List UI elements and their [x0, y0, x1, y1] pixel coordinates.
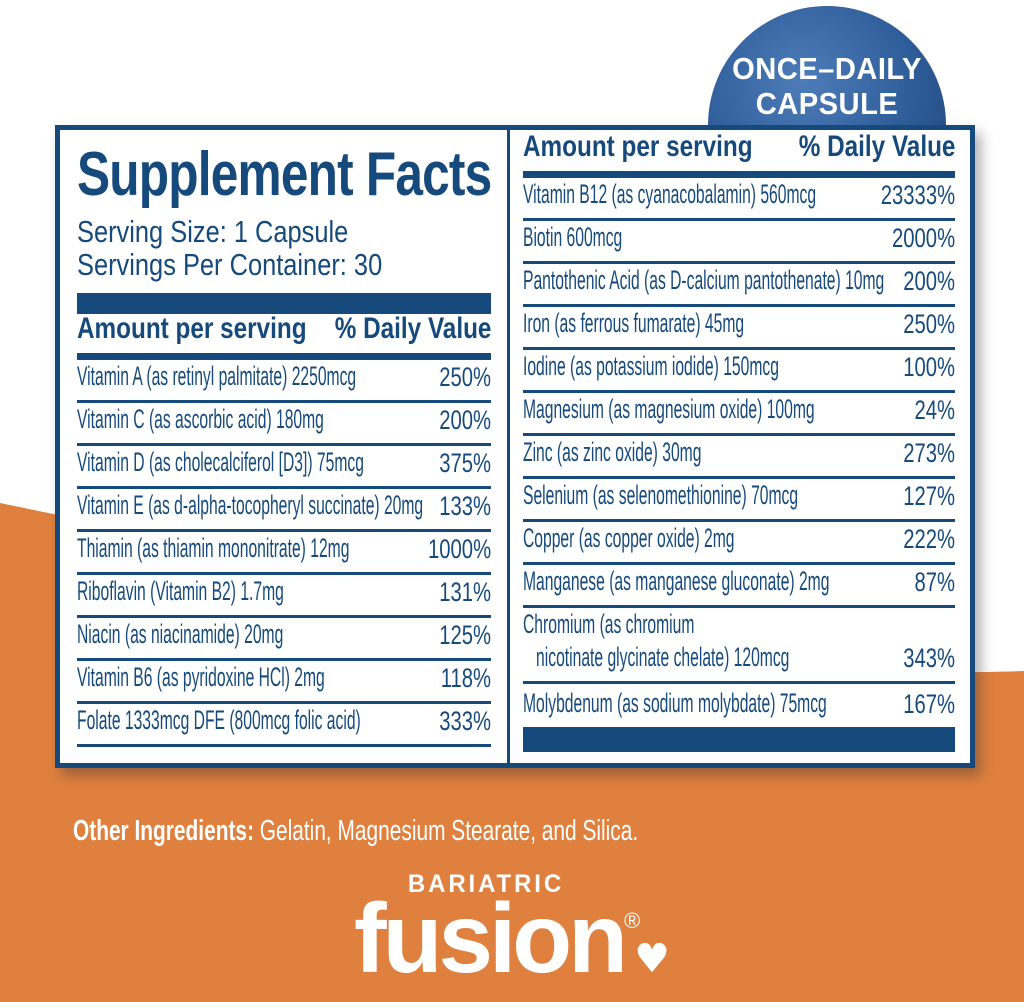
- nutrient-dv: 24%: [914, 395, 955, 425]
- nutrient-label: Niacin (as niacinamide) 20mg: [77, 618, 284, 649]
- nutrient-row: Thiamin (as thiamin mononitrate) 12mg 10…: [77, 532, 491, 575]
- nutrient-row: Chromium (as chromium nicotinate glycina…: [523, 608, 955, 684]
- logo-brand-main: fusion®♥: [353, 883, 671, 993]
- nutrient-row: Vitamin D (as cholecalciferol [D3]) 75mc…: [77, 446, 491, 489]
- header-amount: Amount per serving: [77, 311, 307, 345]
- nutrient-label: Zinc (as zinc oxide) 30mg: [523, 437, 702, 468]
- nutrient-dv: 1000%: [427, 533, 491, 564]
- other-ingredients-text: Gelatin, Magnesium Stearate, and Silica.: [254, 815, 639, 847]
- nutrient-label: Manganese (as manganese gluconate) 2mg: [523, 566, 830, 597]
- nutrient-label: Magnesium (as magnesium oxide) 100mg: [523, 394, 815, 425]
- nutrient-row: Iron (as ferrous fumarate) 45mg 250%: [523, 307, 955, 350]
- nutrient-dv: 133%: [439, 490, 491, 521]
- supplement-facts-panel: Supplement Facts Serving Size: 1 Capsule…: [55, 125, 975, 768]
- nutrient-label: Vitamin A (as retinyl palmitate) 2250mcg: [77, 360, 357, 391]
- nutrient-dv: 273%: [903, 438, 955, 468]
- facts-right-column: Amount per serving % Daily Value Vitamin…: [510, 130, 970, 763]
- nutrient-row: Vitamin E (as d-alpha-tocopheryl succina…: [77, 489, 491, 532]
- badge-line-2: CAPSULE: [755, 85, 899, 121]
- heart-icon: ♥: [634, 936, 671, 982]
- header-amount: Amount per serving: [523, 130, 753, 163]
- nutrient-label: Vitamin B12 (as cyanacobalamin) 560mcg: [523, 179, 817, 210]
- nutrient-row: Niacin (as niacinamide) 20mg 125%: [77, 618, 491, 661]
- supplement-facts-title: Supplement Facts: [77, 140, 492, 209]
- nutrient-row: Biotin 600mcg 2000%: [523, 221, 955, 264]
- nutrient-row: Vitamin B12 (as cyanacobalamin) 560mcg 2…: [523, 178, 955, 221]
- nutrient-label: Folate 1333mcg DFE (800mcg folic acid): [77, 704, 361, 735]
- nutrient-label: Selenium (as selenomethionine) 70mcg: [523, 480, 799, 511]
- nutrient-row: Selenium (as selenomethionine) 70mcg 127…: [523, 479, 955, 522]
- nutrient-label: Iron (as ferrous fumarate) 45mg: [523, 308, 745, 339]
- nutrient-dv: 127%: [903, 481, 955, 511]
- nutrient-label: Pantothenic Acid (as D-calcium pantothen…: [523, 265, 885, 296]
- nutrient-row: Manganese (as manganese gluconate) 2mg 8…: [523, 565, 955, 608]
- nutrient-dv: 333%: [439, 705, 491, 736]
- nutrient-dv: 343%: [903, 643, 955, 673]
- nutrient-dv: 250%: [439, 361, 491, 392]
- nutrient-dv: 200%: [439, 404, 491, 435]
- other-ingredients: Other Ingredients: Gelatin, Magnesium St…: [57, 782, 858, 848]
- nutrient-dv: 131%: [439, 576, 491, 607]
- nutrient-dv: 167%: [903, 689, 955, 719]
- nutrient-dv: 125%: [439, 619, 491, 650]
- nutrient-label: Thiamin (as thiamin mononitrate) 12mg: [77, 532, 350, 563]
- nutrient-dv: 375%: [439, 447, 491, 478]
- other-ingredients-label: Other Ingredients:: [73, 815, 255, 847]
- nutrient-dv: 250%: [903, 309, 955, 339]
- divider-bar: [523, 727, 955, 752]
- nutrient-label: Vitamin B6 (as pyridoxine HCl) 2mg: [77, 661, 325, 692]
- nutrient-row: Vitamin B6 (as pyridoxine HCl) 2mg 118%: [77, 661, 491, 704]
- nutrient-label: Vitamin D (as cholecalciferol [D3]) 75mc…: [77, 446, 364, 477]
- divider-bar: [77, 292, 491, 314]
- nutrient-row: Vitamin A (as retinyl palmitate) 2250mcg…: [77, 360, 491, 403]
- badge-line-1: ONCE–DAILY: [732, 51, 922, 86]
- nutrient-dv: 222%: [903, 524, 955, 554]
- nutrient-label: Vitamin E (as d-alpha-tocopheryl succina…: [77, 489, 424, 520]
- header-daily-value: % Daily Value: [334, 311, 491, 345]
- nutrient-label: Iodine (as potassium iodide) 150mcg: [523, 351, 779, 382]
- nutrient-label: Biotin 600mcg: [523, 222, 623, 253]
- nutrient-row: Vitamin C (as ascorbic acid) 180mg 200%: [77, 403, 491, 446]
- nutrient-dv: 100%: [903, 352, 955, 382]
- nutrient-dv: 87%: [914, 567, 955, 597]
- once-daily-badge-text: ONCE–DAILY CAPSULE: [715, 51, 939, 121]
- nutrient-row: Pantothenic Acid (as D-calcium pantothen…: [523, 264, 955, 307]
- nutrient-row: Zinc (as zinc oxide) 30mg 273%: [523, 436, 955, 479]
- nutrient-label: Vitamin C (as ascorbic acid) 180mg: [77, 403, 324, 434]
- nutrient-label: Copper (as copper oxide) 2mg: [523, 523, 735, 554]
- header-daily-value: % Daily Value: [798, 130, 955, 163]
- left-column-header: Amount per serving % Daily Value: [77, 312, 491, 360]
- registered-trademark-icon: ®: [623, 908, 641, 933]
- nutrient-dv: 2000%: [891, 223, 955, 253]
- bariatric-fusion-logo: BARIATRIC fusion®♥: [0, 870, 1024, 993]
- servings-per-container: Servings Per Container: 30: [77, 246, 383, 282]
- logo-brand-top: BARIATRIC: [407, 870, 565, 898]
- right-column-header: Amount per serving % Daily Value: [523, 130, 955, 178]
- nutrient-row: Molybdenum (as sodium molybdate) 75mcg 1…: [523, 684, 955, 727]
- nutrient-row: Folate 1333mcg DFE (800mcg folic acid) 3…: [77, 704, 491, 747]
- nutrient-dv: 118%: [440, 662, 491, 693]
- nutrient-label: Molybdenum (as sodium molybdate) 75mcg: [523, 688, 827, 719]
- nutrient-row: Iodine (as potassium iodide) 150mcg 100%: [523, 350, 955, 393]
- serving-size: Serving Size: 1 Capsule: [77, 214, 349, 249]
- nutrient-dv: 200%: [903, 266, 955, 296]
- nutrient-row: Magnesium (as magnesium oxide) 100mg 24%: [523, 393, 955, 436]
- nutrient-label: Riboflavin (Vitamin B2) 1.7mg: [77, 575, 284, 606]
- facts-left-column: Supplement Facts Serving Size: 1 Capsule…: [60, 130, 510, 763]
- nutrient-dv: 23333%: [880, 180, 955, 210]
- nutrient-row: Riboflavin (Vitamin B2) 1.7mg 131%: [77, 575, 491, 618]
- nutrient-label: Chromium (as chromium nicotinate glycina…: [523, 609, 790, 673]
- nutrient-row: Copper (as copper oxide) 2mg 222%: [523, 522, 955, 565]
